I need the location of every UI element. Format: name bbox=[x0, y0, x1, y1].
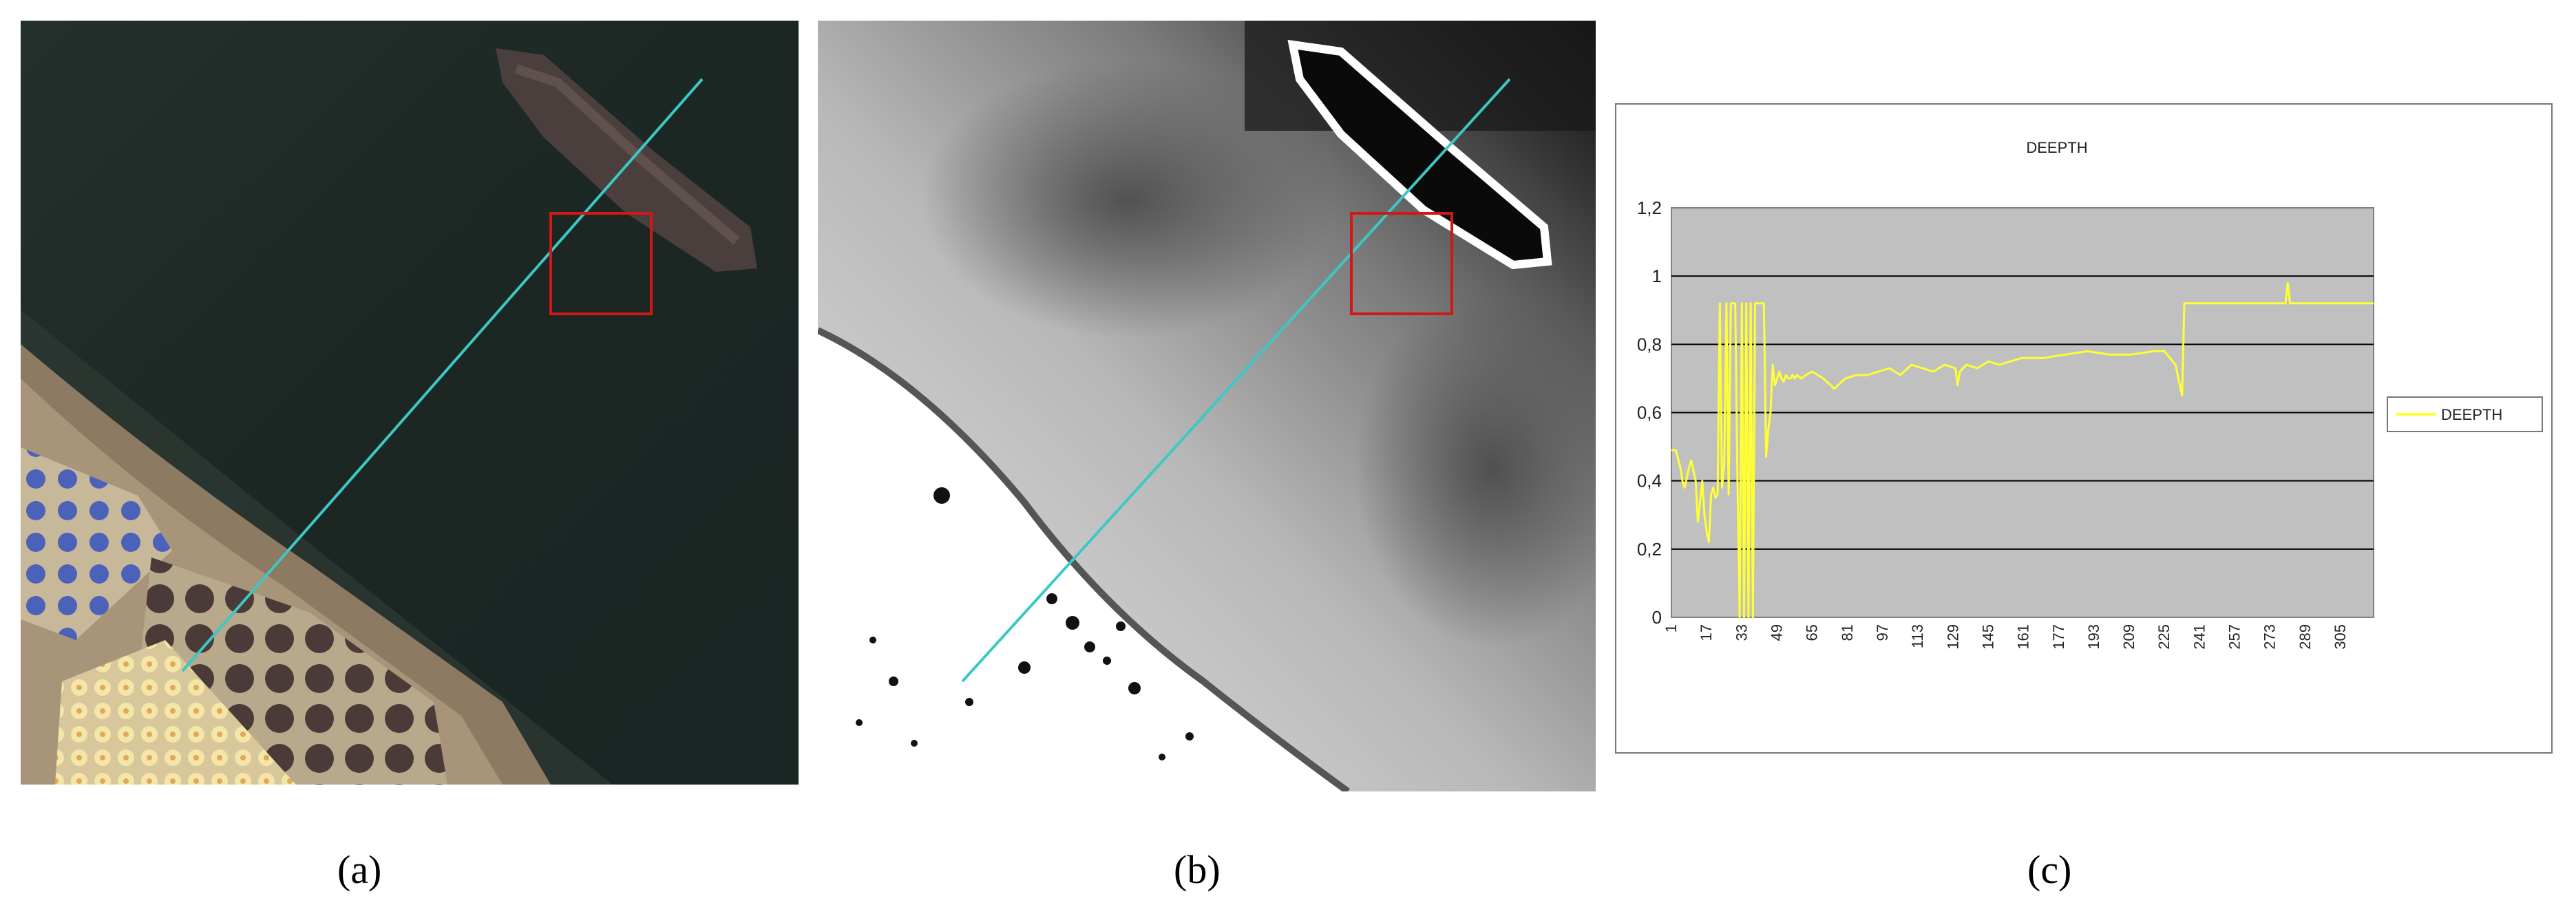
depth-profile-chart: DEEPTH 0 0,2 0,4 0,6 0,8 1 1,2 1 17 33 49 65 81 97 11… bbox=[1615, 103, 2553, 754]
grayscale-depth-svg bbox=[818, 21, 1596, 791]
roi-box bbox=[549, 212, 653, 315]
x-tick-label: 289 bbox=[2297, 624, 2314, 650]
y-tick-label: 0 bbox=[1652, 607, 1662, 628]
land-mask bbox=[818, 330, 1348, 791]
roi-box bbox=[1350, 212, 1453, 315]
x-tick-label: 273 bbox=[2261, 624, 2279, 650]
chart-title: DEEPTH bbox=[2026, 139, 2087, 156]
deep-zone bbox=[921, 62, 1334, 337]
breakwater-texture bbox=[514, 64, 740, 245]
x-tick-label: 145 bbox=[1979, 624, 1996, 650]
x-tick-label: 305 bbox=[2332, 624, 2349, 650]
x-tick-label: 1 bbox=[1662, 624, 1680, 632]
x-tick-label: 17 bbox=[1698, 624, 1715, 641]
shoreline-edge bbox=[818, 327, 1350, 791]
x-tick-label: 65 bbox=[1804, 624, 1821, 641]
panel-label-a: (a) bbox=[337, 847, 382, 892]
y-tick-label: 1,2 bbox=[1637, 198, 1662, 218]
satellite-rgb-svg bbox=[21, 21, 799, 785]
x-tick-label: 161 bbox=[2015, 624, 2032, 650]
x-tick-label: 129 bbox=[1944, 624, 1961, 650]
x-tick-label: 33 bbox=[1733, 624, 1750, 641]
panel-label-c: (c) bbox=[2027, 847, 2072, 892]
umbrellas-blue bbox=[21, 447, 172, 640]
y-tick-label: 1 bbox=[1652, 266, 1662, 286]
y-tick-label: 0,4 bbox=[1637, 471, 1662, 491]
transect-line bbox=[961, 78, 1511, 683]
legend: DEEPTH bbox=[2387, 396, 2543, 432]
grayscale-depth-image bbox=[818, 21, 1596, 791]
breakwater bbox=[496, 48, 757, 272]
satellite-rgb-image bbox=[21, 21, 799, 785]
x-tick-label: 97 bbox=[1874, 624, 1891, 641]
x-tick-label: 177 bbox=[2050, 624, 2067, 650]
deep-zone-2 bbox=[1355, 289, 1596, 647]
y-tick-label: 0,2 bbox=[1637, 539, 1662, 560]
transect-line bbox=[181, 78, 704, 672]
chart-svg: DEEPTH 0 0,2 0,4 0,6 0,8 1 1,2 1 17 33 49 65 81 97 11… bbox=[1637, 139, 2543, 650]
legend-label: DEEPTH bbox=[2441, 406, 2502, 423]
x-tick-label: 81 bbox=[1839, 624, 1856, 641]
breakwater-outline bbox=[1287, 39, 1552, 270]
x-tick-label: 225 bbox=[2155, 624, 2173, 650]
x-tick-label: 241 bbox=[2190, 624, 2208, 650]
x-tick-label: 193 bbox=[2085, 624, 2102, 650]
land-speckles bbox=[856, 487, 1194, 760]
series-line bbox=[1671, 281, 2374, 619]
panel-label-b: (b) bbox=[1174, 847, 1221, 892]
x-tick-label: 113 bbox=[1909, 624, 1926, 648]
umbrellas-yellow bbox=[55, 640, 296, 785]
x-tick-label: 257 bbox=[2226, 624, 2244, 650]
x-tick-label: 209 bbox=[2120, 624, 2137, 650]
y-tick-label: 0,8 bbox=[1637, 334, 1662, 354]
y-tick-label: 0,6 bbox=[1637, 403, 1662, 423]
x-tick-label: 49 bbox=[1768, 624, 1785, 641]
